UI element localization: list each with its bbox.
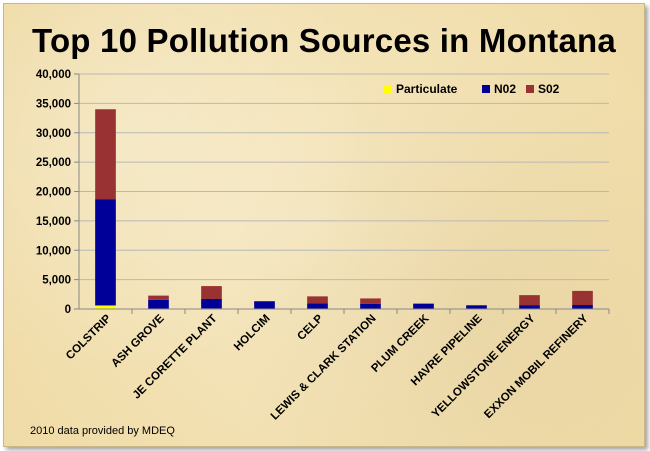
legend-label-s02: S02	[538, 82, 560, 96]
legend-swatch-particulate	[384, 85, 392, 93]
bar-s02-2	[201, 286, 222, 300]
x-category-label: ASH GROVE	[109, 312, 167, 370]
bar-n02-4	[307, 303, 328, 309]
x-category-label: EXXON MOBIL REFINERY	[482, 312, 591, 421]
bar-particulate-0	[95, 305, 116, 309]
legend: Particulate N02 S02	[384, 82, 560, 96]
legend-swatch-s02	[526, 85, 534, 93]
bar-n02-6	[413, 303, 434, 309]
bar-n02-2	[201, 299, 222, 309]
y-tick-label: 40,000	[36, 69, 71, 81]
data-source-note: 2010 data provided by MDEQ	[30, 425, 175, 437]
bar-n02-5	[360, 303, 381, 309]
bars	[95, 109, 593, 309]
legend-label-n02: N02	[494, 82, 516, 96]
bar-s02-4	[307, 296, 328, 304]
bar-s02-8	[519, 295, 540, 306]
y-tick-label: 25,000	[36, 157, 71, 169]
bar-s02-1	[148, 295, 169, 300]
y-tick-label: 5,000	[42, 275, 71, 287]
y-tick-label: 30,000	[36, 128, 71, 140]
y-tick-label: 0	[65, 304, 71, 316]
y-axis: 0 5,000 10,000 15,000 20,000 25,000 30,000 35,0…	[36, 69, 80, 316]
chart-title: Top 10 Pollution Sources in Montana	[32, 22, 616, 59]
bar-n02-1	[148, 299, 169, 309]
bar-s02-5	[360, 298, 381, 304]
y-tick-label: 35,000	[36, 98, 71, 110]
bar-n02-7	[466, 305, 487, 309]
x-category-label: COLSTRIP	[64, 312, 114, 362]
x-category-label: YELLOWSTONE ENERGY	[430, 312, 538, 420]
legend-swatch-n02	[482, 85, 490, 93]
bar-n02-0	[95, 199, 116, 306]
x-category-label: HOLCIM	[232, 313, 273, 354]
gridlines	[79, 73, 609, 281]
legend-label-particulate: Particulate	[396, 82, 458, 96]
y-tick-label: 20,000	[36, 187, 71, 199]
slide-background: Top 10 Pollution Sources in Montana 0 5,0…	[3, 3, 645, 447]
bar-s02-0	[95, 109, 116, 200]
bar-n02-3	[254, 301, 275, 309]
y-tick-label: 10,000	[36, 245, 71, 257]
y-tick-label: 15,000	[36, 216, 71, 228]
x-category-label: CELP	[295, 312, 325, 342]
bar-n02-8	[519, 305, 540, 309]
bar-s02-9	[572, 290, 593, 306]
x-category-label: LEWIS & CLARK STATION	[269, 313, 379, 423]
bar-n02-9	[572, 305, 593, 309]
stacked-bar-chart: 0 5,000 10,000 15,000 20,000 25,000 30,000 35,0…	[36, 69, 610, 423]
